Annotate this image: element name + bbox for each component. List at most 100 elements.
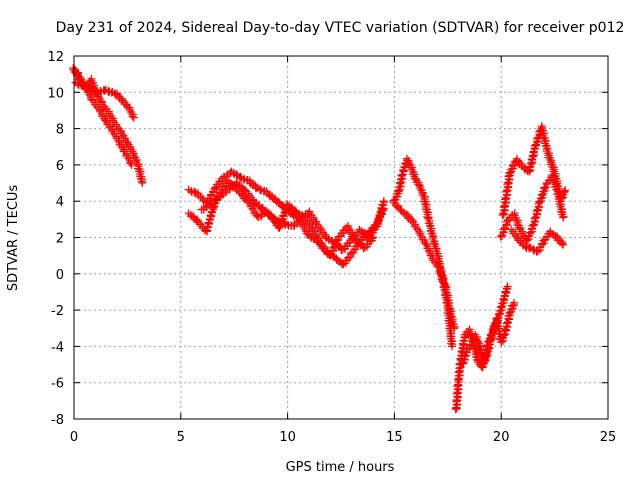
data-point [248,204,257,213]
data-point [502,284,511,293]
data-point [369,233,378,242]
data-point [532,207,541,216]
y-tick-label: 6 [56,159,64,174]
series-track-l [498,122,570,220]
data-point [501,195,510,204]
data-point [317,226,326,235]
data-point [396,175,405,184]
x-tick-label: 10 [279,430,296,445]
data-point [561,186,570,195]
data-point [368,234,377,243]
data-point [397,171,406,180]
data-point [482,342,491,351]
data-point [420,238,429,247]
data-point [559,240,568,249]
data-point [395,183,404,192]
x-tick-label: 5 [177,430,185,445]
data-point [411,174,420,183]
series-track-j [458,298,519,368]
y-tick-label: 12 [47,50,64,65]
data-point [128,112,137,121]
data-point [524,166,533,175]
data-point [516,225,525,234]
data-point [496,232,505,241]
data-point [503,282,512,291]
data-point [100,114,109,123]
data-point [528,151,537,160]
data-point [332,236,341,245]
series-track-f [197,178,378,259]
data-point [499,203,508,212]
data-point [266,211,275,220]
data-point [502,319,511,328]
x-tick-label: 15 [386,430,403,445]
y-tick-label: 0 [56,268,64,283]
data-point [252,211,261,220]
data-point [530,214,539,223]
data-point [458,359,467,368]
data-point [471,330,480,339]
data-points [69,64,570,414]
y-tick-label: -8 [51,413,64,428]
data-point [448,342,457,351]
data-point [277,215,286,224]
data-point [560,187,569,196]
data-point [460,352,469,361]
data-point [126,159,135,168]
data-point [126,145,135,154]
data-point [499,225,508,234]
data-point [481,350,490,359]
data-point [525,244,534,253]
data-point [498,211,507,220]
y-tick-label: -6 [51,377,64,392]
data-point [454,367,463,376]
data-point [537,239,546,248]
axis-ticks: 0 5 10 15 20 25 -8 -6 -4 -2 0 2 4 6 8 10 12 [47,50,616,445]
data-point [500,330,509,339]
data-point [500,327,509,336]
data-point [325,250,334,259]
series-track-c [71,78,138,122]
y-tick-label: 8 [56,123,64,138]
data-point [503,180,512,189]
y-tick-label: 10 [47,86,64,101]
y-axis-label: SDTVAR / TECUs [6,185,21,292]
data-point [328,243,337,252]
data-point [122,138,131,147]
series-track-g [389,154,459,333]
data-point [479,358,488,367]
x-tick-label: 25 [600,430,617,445]
data-point [379,197,388,206]
data-point [510,298,519,307]
y-tick-label: 2 [56,232,64,247]
data-point [129,113,138,122]
data-point [270,217,279,226]
data-point [312,220,321,229]
data-point [77,80,86,89]
data-point [402,154,411,163]
data-point [413,225,422,234]
data-point [121,136,130,145]
data-point [394,186,403,195]
data-point [275,222,284,231]
series-track-h [389,198,457,351]
data-point [473,337,482,346]
series-track-m [507,225,568,256]
y-tick-label: 4 [56,195,64,210]
x-tick-label: 20 [493,430,510,445]
data-point [308,225,317,234]
data-point [127,160,136,169]
data-point [280,208,289,217]
data-point [409,218,418,227]
data-point [559,213,568,222]
chart-title: Day 231 of 2024, Sidereal Day-to-day VTE… [56,20,625,36]
data-point [414,180,423,189]
data-point [395,178,404,187]
data-point [558,239,567,248]
data-point [526,159,535,168]
data-point [312,232,321,241]
y-tick-label: -4 [51,340,64,355]
y-tick-label: -2 [51,304,64,319]
data-point [453,375,462,384]
